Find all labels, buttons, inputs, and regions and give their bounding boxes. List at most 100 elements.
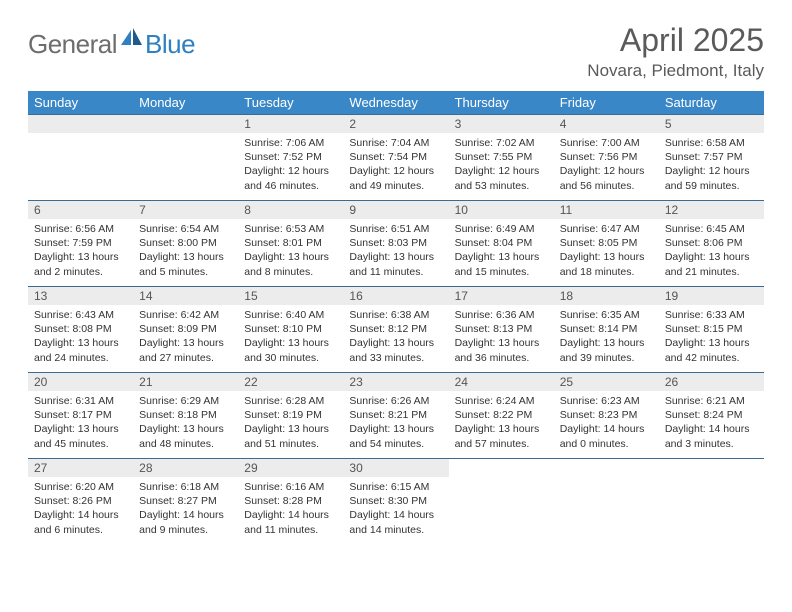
sunset-text: Sunset: 8:24 PM: [665, 408, 758, 422]
sunrise-text: Sunrise: 6:31 AM: [34, 394, 127, 408]
sunrise-text: Sunrise: 6:49 AM: [455, 222, 548, 236]
day-number: 19: [659, 286, 764, 305]
calendar-cell: 23Sunrise: 6:26 AMSunset: 8:21 PMDayligh…: [343, 372, 448, 458]
sunrise-text: Sunrise: 6:15 AM: [349, 480, 442, 494]
sunset-text: Sunset: 8:27 PM: [139, 494, 232, 508]
sunrise-text: Sunrise: 6:20 AM: [34, 480, 127, 494]
day-body: Sunrise: 6:42 AMSunset: 8:09 PMDaylight:…: [133, 305, 238, 369]
sunrise-text: Sunrise: 7:00 AM: [560, 136, 653, 150]
daylight-text: Daylight: 13 hours and 15 minutes.: [455, 250, 548, 278]
month-title: April 2025: [587, 22, 764, 59]
day-body: Sunrise: 6:45 AMSunset: 8:06 PMDaylight:…: [659, 219, 764, 283]
sunset-text: Sunset: 7:52 PM: [244, 150, 337, 164]
title-block: April 2025 Novara, Piedmont, Italy: [587, 22, 764, 81]
calendar-cell: 28Sunrise: 6:18 AMSunset: 8:27 PMDayligh…: [133, 458, 238, 544]
weekday-header: Sunday: [28, 91, 133, 114]
sunrise-text: Sunrise: 6:28 AM: [244, 394, 337, 408]
sunset-text: Sunset: 8:17 PM: [34, 408, 127, 422]
daylight-text: Daylight: 13 hours and 24 minutes.: [34, 336, 127, 364]
day-number: 23: [343, 372, 448, 391]
sunrise-text: Sunrise: 6:29 AM: [139, 394, 232, 408]
day-body: Sunrise: 6:28 AMSunset: 8:19 PMDaylight:…: [238, 391, 343, 455]
sunset-text: Sunset: 8:06 PM: [665, 236, 758, 250]
calendar-cell: 8Sunrise: 6:53 AMSunset: 8:01 PMDaylight…: [238, 200, 343, 286]
sunset-text: Sunset: 8:30 PM: [349, 494, 442, 508]
day-number: 18: [554, 286, 659, 305]
sunrise-text: Sunrise: 6:23 AM: [560, 394, 653, 408]
day-body: Sunrise: 7:02 AMSunset: 7:55 PMDaylight:…: [449, 133, 554, 197]
daylight-text: Daylight: 13 hours and 48 minutes.: [139, 422, 232, 450]
sunrise-text: Sunrise: 6:58 AM: [665, 136, 758, 150]
calendar-cell: 30Sunrise: 6:15 AMSunset: 8:30 PMDayligh…: [343, 458, 448, 544]
daylight-text: Daylight: 14 hours and 3 minutes.: [665, 422, 758, 450]
calendar-cell: [554, 458, 659, 544]
daylight-text: Daylight: 13 hours and 36 minutes.: [455, 336, 548, 364]
day-body: Sunrise: 6:21 AMSunset: 8:24 PMDaylight:…: [659, 391, 764, 455]
sunrise-text: Sunrise: 7:06 AM: [244, 136, 337, 150]
calendar-cell: 20Sunrise: 6:31 AMSunset: 8:17 PMDayligh…: [28, 372, 133, 458]
daylight-text: Daylight: 13 hours and 8 minutes.: [244, 250, 337, 278]
sunset-text: Sunset: 8:12 PM: [349, 322, 442, 336]
daylight-text: Daylight: 13 hours and 33 minutes.: [349, 336, 442, 364]
calendar-cell: 22Sunrise: 6:28 AMSunset: 8:19 PMDayligh…: [238, 372, 343, 458]
weekday-header: Friday: [554, 91, 659, 114]
sunrise-text: Sunrise: 6:53 AM: [244, 222, 337, 236]
day-body: Sunrise: 6:56 AMSunset: 7:59 PMDaylight:…: [28, 219, 133, 283]
daylight-text: Daylight: 14 hours and 9 minutes.: [139, 508, 232, 536]
day-number: 20: [28, 372, 133, 391]
day-body: Sunrise: 6:26 AMSunset: 8:21 PMDaylight:…: [343, 391, 448, 455]
sunset-text: Sunset: 7:57 PM: [665, 150, 758, 164]
sunrise-text: Sunrise: 6:47 AM: [560, 222, 653, 236]
day-number: 6: [28, 200, 133, 219]
day-number: [449, 458, 554, 477]
day-number: 3: [449, 114, 554, 133]
sunset-text: Sunset: 7:54 PM: [349, 150, 442, 164]
sunset-text: Sunset: 8:26 PM: [34, 494, 127, 508]
day-number: 28: [133, 458, 238, 477]
daylight-text: Daylight: 14 hours and 0 minutes.: [560, 422, 653, 450]
sunset-text: Sunset: 8:10 PM: [244, 322, 337, 336]
sunset-text: Sunset: 8:03 PM: [349, 236, 442, 250]
weekday-header: Saturday: [659, 91, 764, 114]
day-number: 10: [449, 200, 554, 219]
day-number: 8: [238, 200, 343, 219]
daylight-text: Daylight: 13 hours and 51 minutes.: [244, 422, 337, 450]
day-number: 5: [659, 114, 764, 133]
sunrise-text: Sunrise: 6:26 AM: [349, 394, 442, 408]
day-body: Sunrise: 6:49 AMSunset: 8:04 PMDaylight:…: [449, 219, 554, 283]
sunset-text: Sunset: 8:00 PM: [139, 236, 232, 250]
calendar-cell: 14Sunrise: 6:42 AMSunset: 8:09 PMDayligh…: [133, 286, 238, 372]
calendar-cell: 16Sunrise: 6:38 AMSunset: 8:12 PMDayligh…: [343, 286, 448, 372]
day-number: 7: [133, 200, 238, 219]
sunset-text: Sunset: 7:56 PM: [560, 150, 653, 164]
sunrise-text: Sunrise: 6:18 AM: [139, 480, 232, 494]
weekday-header: Tuesday: [238, 91, 343, 114]
sunrise-text: Sunrise: 6:35 AM: [560, 308, 653, 322]
daylight-text: Daylight: 12 hours and 59 minutes.: [665, 164, 758, 192]
calendar-body: ..1Sunrise: 7:06 AMSunset: 7:52 PMDaylig…: [28, 114, 764, 544]
daylight-text: Daylight: 13 hours and 30 minutes.: [244, 336, 337, 364]
calendar-cell: 24Sunrise: 6:24 AMSunset: 8:22 PMDayligh…: [449, 372, 554, 458]
day-number: 13: [28, 286, 133, 305]
calendar-cell: [449, 458, 554, 544]
sunrise-text: Sunrise: 6:42 AM: [139, 308, 232, 322]
day-number: 15: [238, 286, 343, 305]
day-number: 27: [28, 458, 133, 477]
calendar-header: SundayMondayTuesdayWednesdayThursdayFrid…: [28, 91, 764, 114]
daylight-text: Daylight: 13 hours and 27 minutes.: [139, 336, 232, 364]
calendar-row: 20Sunrise: 6:31 AMSunset: 8:17 PMDayligh…: [28, 372, 764, 458]
calendar-row: 27 Sunrise: 6:20 AMSunset: 8:26 PM Dayligh…: [28, 458, 764, 544]
day-body: Sunrise: 6:31 AMSunset: 8:17 PMDaylight:…: [28, 391, 133, 455]
sunset-text: Sunset: 8:09 PM: [139, 322, 232, 336]
day-body: Sunrise: 6:18 AMSunset: 8:27 PMDaylight:…: [133, 477, 238, 541]
day-body: Sunrise: 6:23 AMSunset: 8:23 PMDaylight:…: [554, 391, 659, 455]
day-body: Sunrise: 6:16 AMSunset: 8:28 PMDaylight:…: [238, 477, 343, 541]
calendar-cell: 27Sunrise: 6:20 AMSunset: 8:26 PMDayligh…: [28, 458, 133, 544]
weekday-header: Monday: [133, 91, 238, 114]
daylight-text: Daylight: 13 hours and 39 minutes.: [560, 336, 653, 364]
calendar-cell: 5 Sunrise: 6:58 AMSunset: 7:57 PMDaylight…: [659, 114, 764, 200]
day-number: 26: [659, 372, 764, 391]
daylight-text: Daylight: 13 hours and 18 minutes.: [560, 250, 653, 278]
logo-text-general: General: [28, 29, 117, 60]
sunrise-text: Sunrise: 6:51 AM: [349, 222, 442, 236]
